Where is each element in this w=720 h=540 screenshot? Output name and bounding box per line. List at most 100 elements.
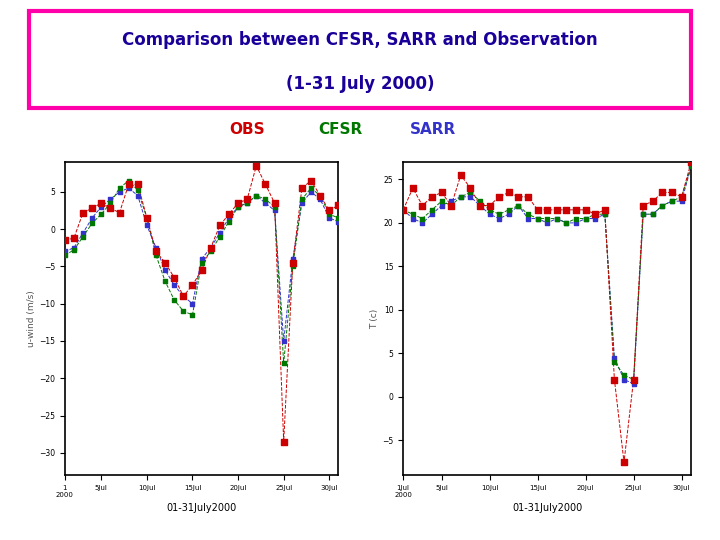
Point xyxy=(513,201,524,210)
Point xyxy=(104,199,116,207)
Point xyxy=(96,210,107,219)
Point xyxy=(251,161,262,170)
Point xyxy=(464,184,476,192)
Point xyxy=(561,219,572,227)
Point xyxy=(223,214,235,222)
Point xyxy=(628,375,639,384)
Point xyxy=(628,375,639,384)
Point xyxy=(397,206,409,214)
Point xyxy=(205,244,217,252)
Point xyxy=(196,258,207,267)
Point xyxy=(186,281,198,289)
Point xyxy=(287,255,299,264)
Point xyxy=(551,206,562,214)
Text: (1-31 July 2000): (1-31 July 2000) xyxy=(286,75,434,93)
Point xyxy=(123,180,135,188)
Point xyxy=(599,206,611,214)
Point xyxy=(628,380,639,388)
Point xyxy=(223,210,235,219)
Point xyxy=(77,232,89,241)
Point xyxy=(141,221,153,230)
Point xyxy=(676,192,688,201)
Point xyxy=(104,195,116,204)
Point xyxy=(296,195,307,204)
Point xyxy=(657,188,668,197)
Point xyxy=(657,201,668,210)
Point xyxy=(214,228,225,237)
Point xyxy=(241,199,253,207)
Point xyxy=(132,180,143,188)
Point xyxy=(114,184,125,192)
Point xyxy=(493,192,505,201)
Point xyxy=(657,201,668,210)
Point xyxy=(474,197,486,206)
Point xyxy=(323,210,335,219)
Point xyxy=(618,458,630,467)
Text: CFSR: CFSR xyxy=(318,122,362,137)
Point xyxy=(666,188,678,197)
Point xyxy=(141,214,153,222)
Point xyxy=(333,201,344,210)
Point xyxy=(205,244,217,252)
Point xyxy=(150,251,162,260)
Point xyxy=(417,201,428,210)
Point xyxy=(196,266,207,274)
Point xyxy=(315,191,326,200)
Point xyxy=(59,236,71,245)
Point xyxy=(123,184,135,192)
Point xyxy=(513,201,524,210)
Point xyxy=(233,199,244,207)
Point xyxy=(77,228,89,237)
Point xyxy=(417,219,428,227)
Point xyxy=(455,192,467,201)
Point xyxy=(446,201,457,210)
Text: SARR: SARR xyxy=(410,122,456,137)
Point xyxy=(214,232,225,241)
Text: Comparison between CFSR, SARR and Observation: Comparison between CFSR, SARR and Observ… xyxy=(122,31,598,49)
Point xyxy=(196,255,207,264)
Point xyxy=(503,206,515,214)
Point xyxy=(599,210,611,219)
Point xyxy=(455,171,467,179)
Point xyxy=(269,199,280,207)
Y-axis label: u-wind (m/s): u-wind (m/s) xyxy=(27,290,36,347)
Point xyxy=(305,177,317,185)
Point xyxy=(522,214,534,223)
Point xyxy=(86,219,98,227)
Point xyxy=(223,217,235,226)
Point xyxy=(532,214,544,223)
Point xyxy=(551,214,562,223)
Point xyxy=(241,195,253,204)
Point xyxy=(426,192,438,201)
Point xyxy=(522,210,534,219)
Point xyxy=(323,206,335,215)
Point xyxy=(77,208,89,217)
Point xyxy=(168,273,180,282)
Point xyxy=(407,210,418,219)
Point xyxy=(333,214,344,222)
Point xyxy=(114,187,125,196)
Point xyxy=(532,206,544,214)
Point xyxy=(397,206,409,214)
Point xyxy=(493,210,505,219)
Point xyxy=(580,214,591,223)
Point xyxy=(493,214,505,223)
Point xyxy=(296,199,307,207)
Point xyxy=(315,195,326,204)
Point xyxy=(178,292,189,301)
Point xyxy=(251,191,262,200)
Point xyxy=(150,244,162,252)
Point xyxy=(159,258,171,267)
X-axis label: 01-31July2000: 01-31July2000 xyxy=(166,503,237,514)
Point xyxy=(278,359,289,368)
Point xyxy=(590,210,601,219)
Point xyxy=(205,247,217,256)
Point xyxy=(96,202,107,211)
Point xyxy=(436,197,447,206)
Point xyxy=(159,266,171,274)
Point xyxy=(685,162,697,171)
Point xyxy=(580,214,591,223)
Point xyxy=(159,277,171,286)
Point xyxy=(666,197,678,206)
Point xyxy=(214,221,225,230)
